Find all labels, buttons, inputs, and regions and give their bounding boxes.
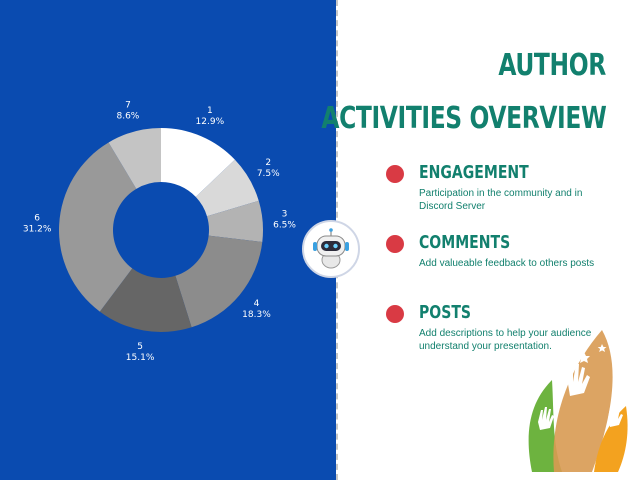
slice-category-label: 7 [125,100,131,110]
slice-category-label: 6 [34,214,40,224]
donut-slice-1 [161,128,235,197]
robot-avatar-icon [302,220,360,278]
donut-slice-7 [108,128,161,189]
title-line-1: AUTHOR [498,48,606,83]
bullet-dot-icon [386,235,404,253]
donut-slice-3 [206,200,263,242]
slice-value-label: 12.9% [196,117,225,127]
slice-category-label: 4 [254,299,260,309]
activity-heading: POSTS [419,302,472,323]
donut-chart: 112.9% 27.5% 36.5% 418.3% 515.1% 631.2% 78.6% [23,100,297,363]
donut-slice-4 [175,235,263,328]
slice-value-label: 31.2% [23,225,52,235]
slice-category-label: 5 [137,342,143,352]
raised-hands-illustration [528,330,628,472]
bullet-dot-icon [386,305,404,323]
activity-heading: ENGAGEMENT [419,162,529,183]
slice-value-label: 15.1% [126,353,155,363]
activity-heading: COMMENTS [419,232,511,253]
slice-category-label: 1 [207,106,213,116]
slice-value-label: 18.3% [242,310,271,320]
donut-slice-5 [99,268,192,332]
slice-value-label: 7.5% [257,169,280,179]
slice-value-label: 6.5% [273,220,296,230]
donut-slice-2 [195,159,259,217]
title-line-2: ACTIVITIES OVERVIEW [320,101,606,136]
slice-value-label: 8.6% [116,111,139,121]
slice-category-label: 2 [265,158,271,168]
bullet-dot-icon [386,165,404,183]
activity-description: Participation in the community and in Di… [419,188,583,212]
left-panel [0,0,336,480]
slice-category-label: 3 [282,209,288,219]
donut-slice-6 [59,142,137,312]
activity-description: Add descriptions to help your audience u… [419,328,592,352]
activity-description: Add valueable feedback to others posts [419,258,595,269]
